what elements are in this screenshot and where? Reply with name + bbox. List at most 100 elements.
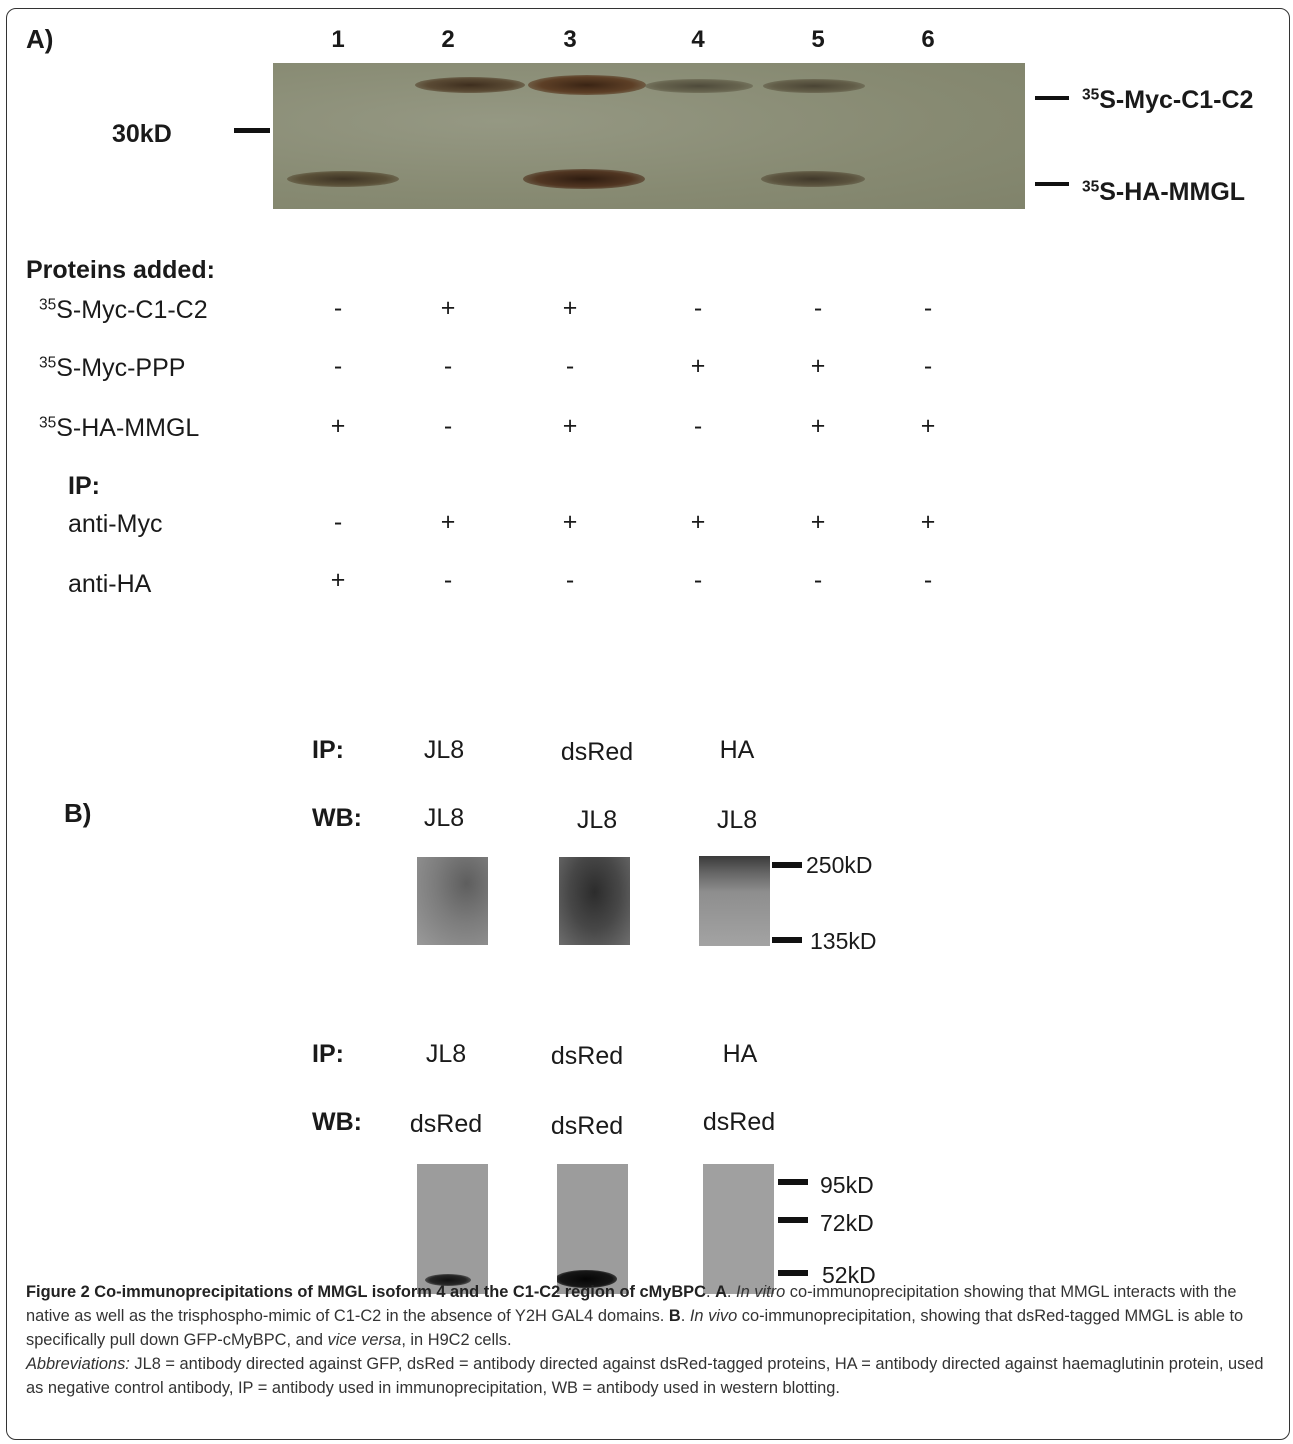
cell-value: - xyxy=(693,566,703,594)
ip-row-label: anti-HA xyxy=(68,570,152,598)
marker-tick xyxy=(772,862,802,868)
cell-value: + xyxy=(562,412,578,440)
caption-abbr-text: JL8 = antibody directed against GFP, dsR… xyxy=(26,1355,1264,1397)
cell-value: + xyxy=(330,566,346,594)
western-blot-lane xyxy=(699,856,770,946)
cell-value: + xyxy=(920,508,936,536)
band xyxy=(645,79,753,93)
cell-value: - xyxy=(443,352,453,380)
caption-a-label: A xyxy=(715,1283,727,1301)
panel-a-label: A) xyxy=(26,24,54,54)
marker-95kd: 95kD xyxy=(820,1172,874,1198)
marker-135kd: 135kD xyxy=(810,928,877,954)
marker-tick xyxy=(778,1217,808,1223)
wb-value: JL8 xyxy=(576,806,618,834)
band xyxy=(761,171,865,187)
western-blot-lane xyxy=(557,1164,628,1294)
figure-caption: Figure 2 Co-immunoprecipitations of MMGL… xyxy=(26,1283,1264,1397)
cell-value: - xyxy=(565,566,575,594)
cell-value: - xyxy=(443,566,453,594)
band-label-ha-mmgl: 35S-HA-MMGL xyxy=(1082,178,1246,206)
figure-frame xyxy=(6,8,1290,1440)
band xyxy=(425,1274,471,1286)
ip-value: HA xyxy=(719,736,755,764)
cell-value: - xyxy=(693,412,703,440)
western-blot-panel-a xyxy=(273,63,1025,209)
caption-title: Figure 2 Co-immunoprecipitations of MMGL… xyxy=(26,1283,706,1301)
cell-value: - xyxy=(333,508,343,536)
cell-value: - xyxy=(813,294,823,322)
ip-value: HA xyxy=(722,1040,758,1068)
ip-label: IP: xyxy=(312,736,344,764)
marker-tick xyxy=(1035,96,1069,100)
cell-value: + xyxy=(440,508,456,536)
western-blot-lane xyxy=(559,857,630,945)
caption-a-text: co-immunoprecipitation showing that MMGL… xyxy=(26,1283,1237,1325)
row-label: 35S-Myc-PPP xyxy=(39,354,186,382)
marker-tick xyxy=(1035,182,1069,186)
caption-b-label: B xyxy=(668,1307,681,1325)
ip-header: IP: xyxy=(68,472,100,500)
marker-tick xyxy=(778,1179,808,1185)
cell-value: - xyxy=(813,566,823,594)
cell-value: + xyxy=(440,294,456,322)
row-label: 35S-Myc-C1-C2 xyxy=(39,296,208,324)
row-label: 35S-HA-MMGL xyxy=(39,414,200,442)
ip-value: dsRed xyxy=(550,1042,624,1070)
cell-value: + xyxy=(810,352,826,380)
marker-52kd: 52kD xyxy=(822,1262,876,1288)
wb-value: JL8 xyxy=(716,806,758,834)
band xyxy=(528,75,646,95)
caption-abbr-label: Abbreviations: xyxy=(26,1355,130,1373)
cell-value: - xyxy=(333,352,343,380)
ip-value: JL8 xyxy=(425,1040,467,1068)
lane-number: 4 xyxy=(691,26,705,53)
marker-250kd: 250kD xyxy=(806,852,873,878)
marker-tick xyxy=(234,128,270,133)
cell-value: - xyxy=(923,294,933,322)
cell-value: + xyxy=(562,508,578,536)
wb-value: dsRed xyxy=(550,1112,624,1140)
lane-number: 3 xyxy=(563,26,577,53)
caption-b-text2: , in H9C2 cells. xyxy=(401,1331,512,1349)
caption-a-italic: In vitro xyxy=(736,1283,786,1301)
lane-number: 6 xyxy=(921,26,935,53)
caption-b-italic: In vivo xyxy=(689,1307,738,1325)
band xyxy=(287,171,399,187)
wb-label: WB: xyxy=(312,1108,362,1136)
wb-value: JL8 xyxy=(423,804,465,832)
cell-value: + xyxy=(920,412,936,440)
cell-value: - xyxy=(443,412,453,440)
cell-value: - xyxy=(923,352,933,380)
lane-number: 1 xyxy=(331,26,345,53)
band xyxy=(557,1270,617,1288)
band-label-myc-c1-c2: 35S-Myc-C1-C2 xyxy=(1082,86,1254,114)
caption-b-italic2: vice versa xyxy=(327,1331,402,1349)
ip-value: dsRed xyxy=(560,738,634,766)
band xyxy=(763,79,865,93)
marker-tick xyxy=(772,937,802,943)
band xyxy=(415,77,525,93)
ip-value: JL8 xyxy=(423,736,465,764)
lane-number: 5 xyxy=(811,26,825,53)
caption-b-text: co-immunoprecipitation, showing that dsR… xyxy=(26,1307,1244,1349)
cell-value: + xyxy=(690,508,706,536)
cell-value: - xyxy=(333,294,343,322)
ip-label: IP: xyxy=(312,1040,344,1068)
cell-value: + xyxy=(562,294,578,322)
cell-value: - xyxy=(923,566,933,594)
cell-value: + xyxy=(810,412,826,440)
wb-label: WB: xyxy=(312,804,362,832)
wb-value: dsRed xyxy=(702,1108,776,1136)
cell-value: - xyxy=(693,294,703,322)
cell-value: - xyxy=(565,352,575,380)
band xyxy=(523,169,645,189)
lane-number: 2 xyxy=(441,26,455,53)
proteins-added-header: Proteins added: xyxy=(26,256,215,284)
ip-row-label: anti-Myc xyxy=(68,510,163,538)
marker-72kd: 72kD xyxy=(820,1210,874,1236)
western-blot-lane xyxy=(417,1164,488,1294)
cell-value: + xyxy=(690,352,706,380)
marker-tick xyxy=(778,1270,808,1276)
wb-value: dsRed xyxy=(409,1110,483,1138)
